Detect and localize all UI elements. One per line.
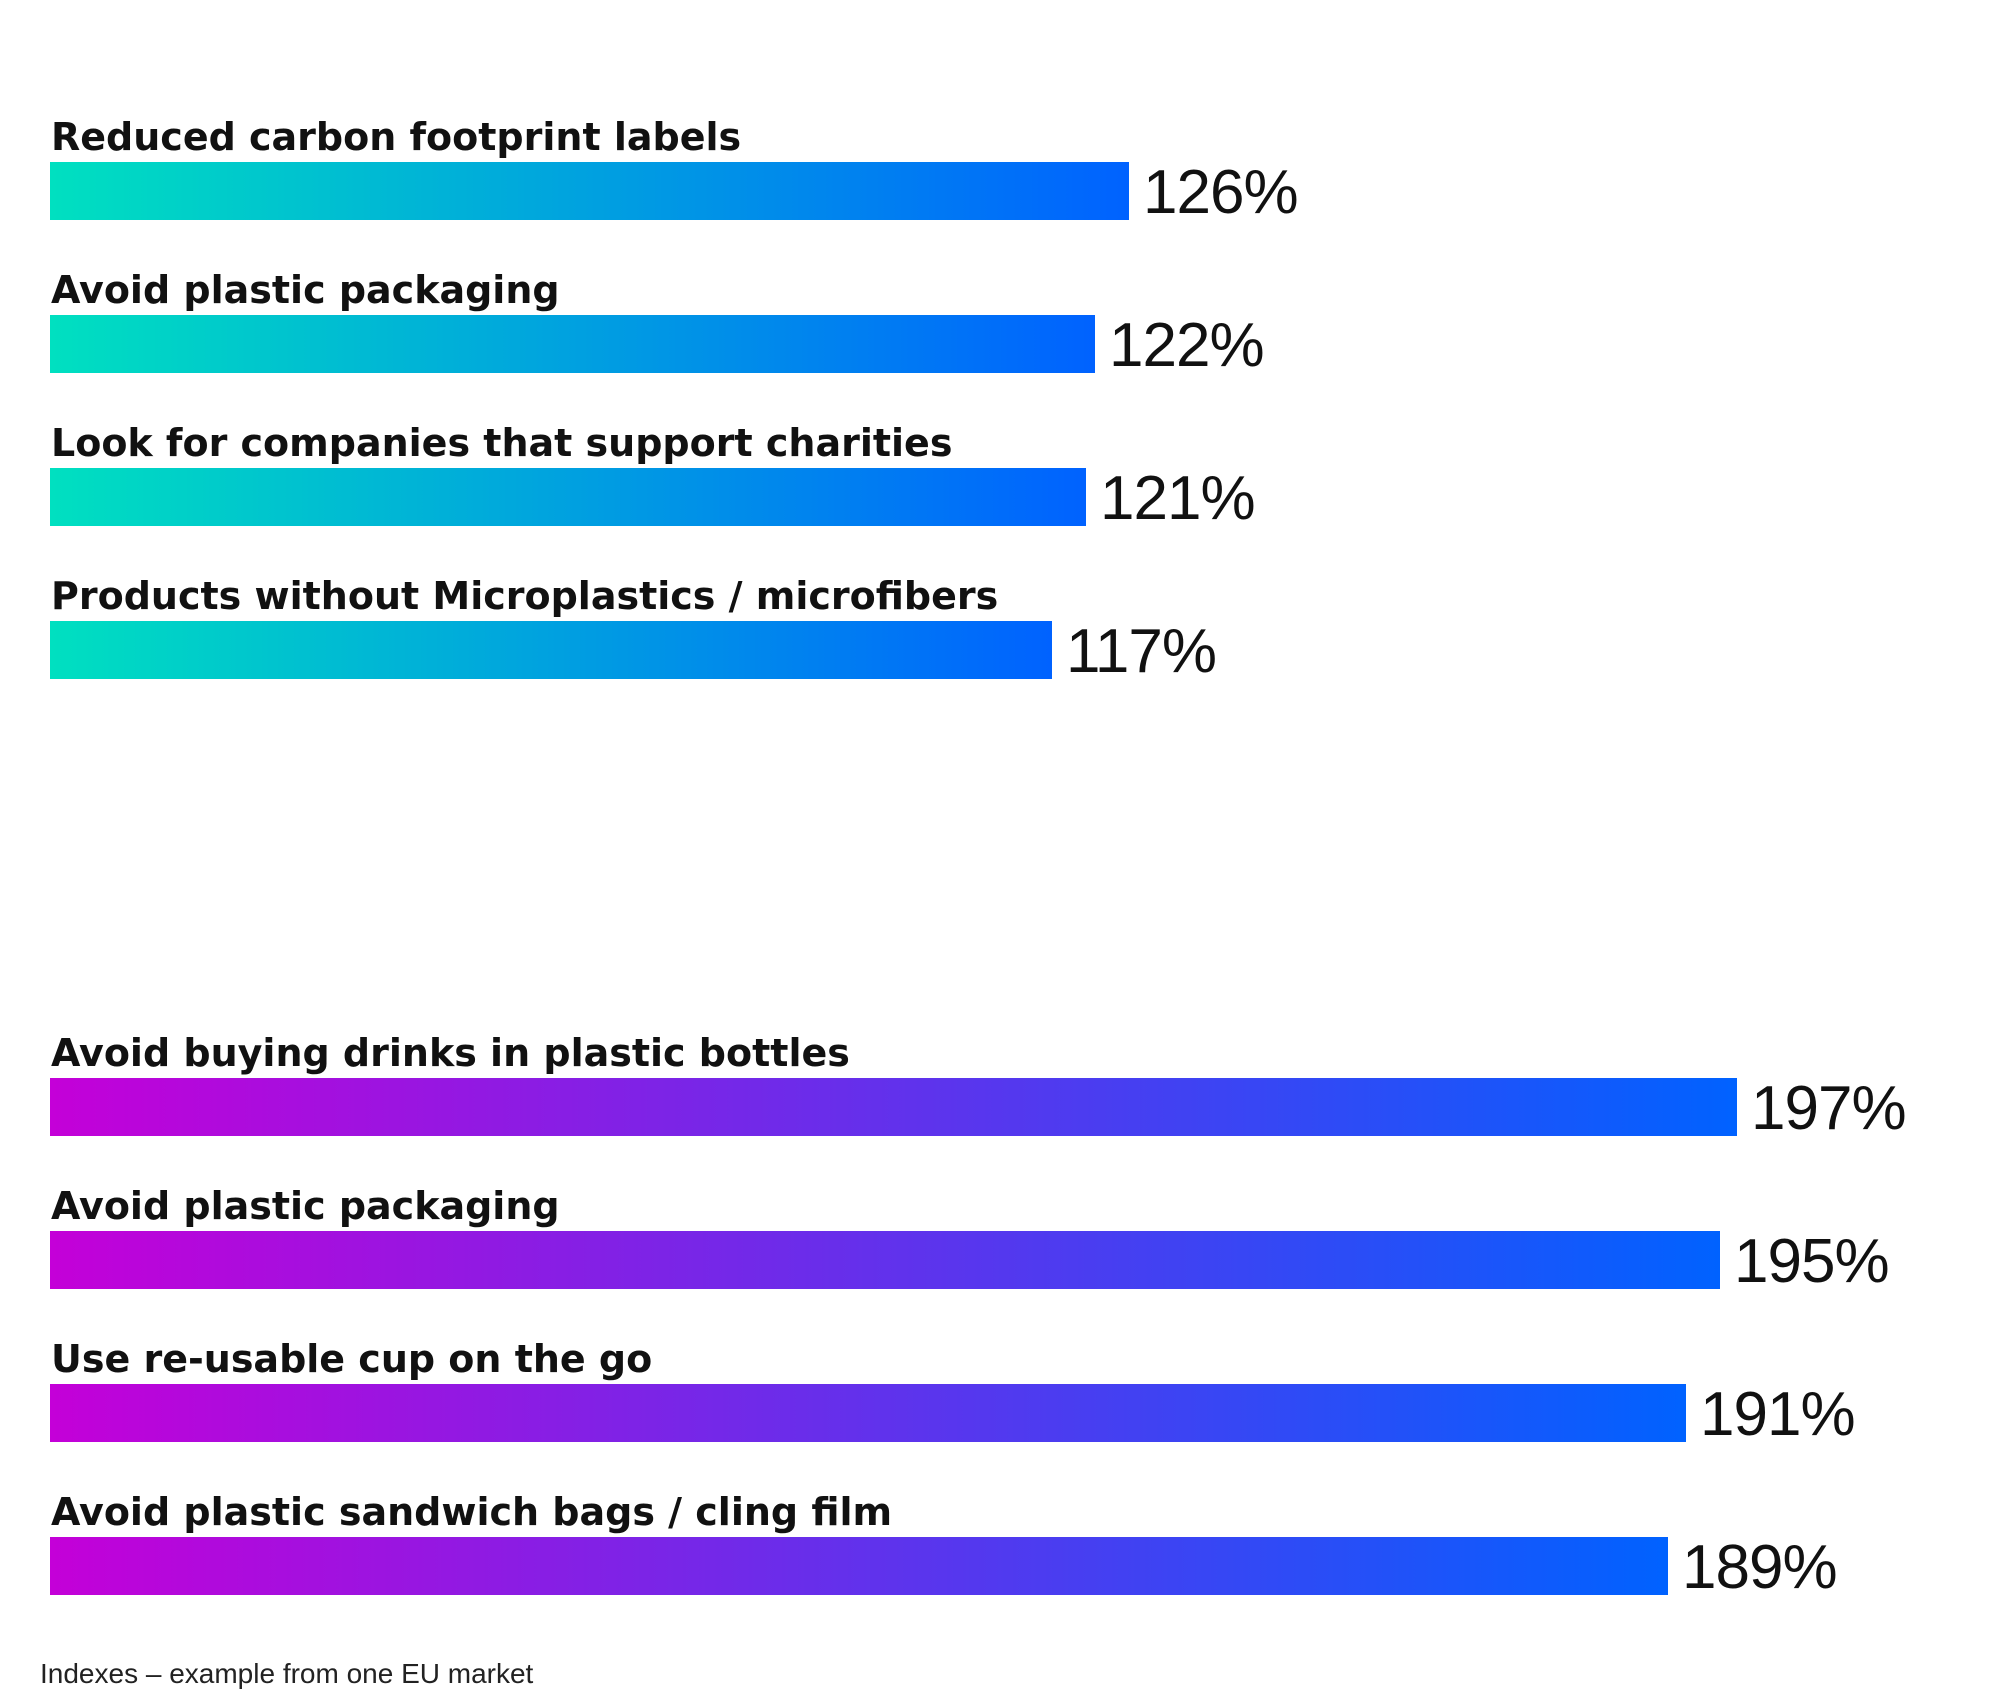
- category-label: Reduced carbon footprint labels: [51, 115, 742, 159]
- category-label: Look for companies that support charitie…: [51, 421, 953, 465]
- category-label: Avoid buying drinks in plastic bottles: [51, 1031, 850, 1075]
- value-label: 126%: [1143, 158, 1299, 227]
- chart-footnote: Indexes – example from one EU market: [40, 1658, 534, 1689]
- bar: [50, 1231, 1720, 1289]
- value-label: 191%: [1700, 1380, 1856, 1449]
- value-label: 117%: [1066, 617, 1217, 686]
- bar: [50, 1078, 1737, 1136]
- bar: [50, 621, 1052, 679]
- category-label: Use re-usable cup on the go: [51, 1337, 653, 1381]
- category-label: Avoid plastic packaging: [51, 268, 560, 312]
- value-label: 189%: [1682, 1533, 1838, 1602]
- category-label: Products without Microplastics / microfi…: [51, 574, 999, 618]
- value-label: 195%: [1734, 1227, 1890, 1296]
- bar: [50, 315, 1095, 373]
- category-label: Avoid plastic packaging: [51, 1184, 560, 1228]
- category-label: Avoid plastic sandwich bags / cling film: [51, 1490, 893, 1534]
- value-label: 122%: [1109, 311, 1265, 380]
- value-label: 197%: [1751, 1074, 1907, 1143]
- bar: [50, 1537, 1668, 1595]
- bar: [50, 1384, 1686, 1442]
- bar: [50, 162, 1129, 220]
- bar: [50, 468, 1086, 526]
- value-label: 121%: [1100, 464, 1256, 533]
